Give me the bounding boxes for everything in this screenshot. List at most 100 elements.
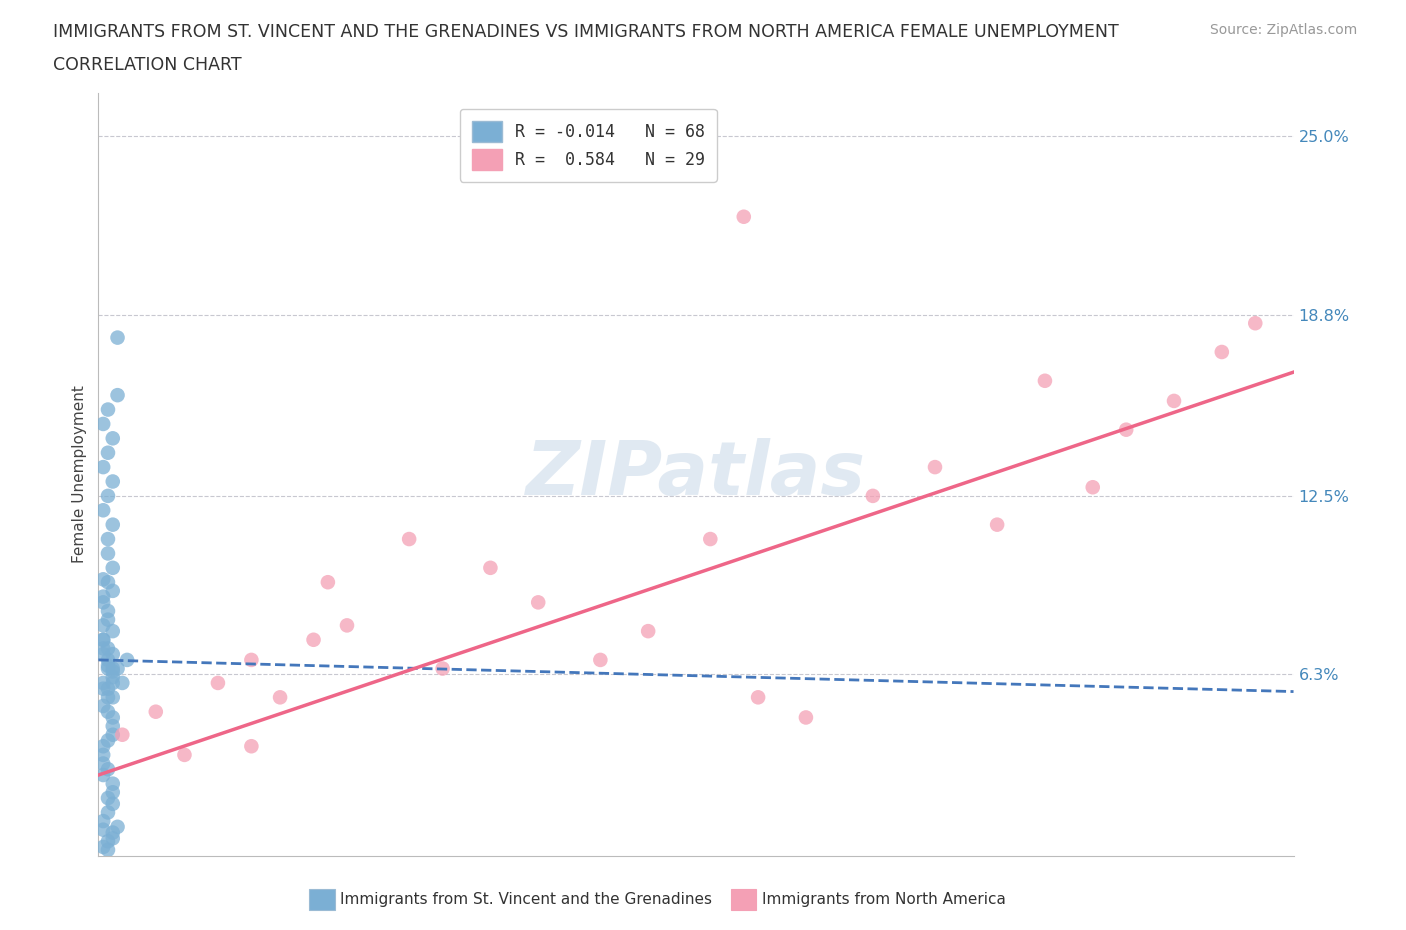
Text: Immigrants from North America: Immigrants from North America [762,892,1005,907]
Point [91,503,114,518]
Point [101,561,124,576]
Point [97,805,120,820]
Point [240,653,263,668]
Point [91,698,114,713]
Legend: R = -0.014   N = 68, R =  0.584   N = 29: R = -0.014 N = 68, R = 0.584 N = 29 [460,109,717,181]
Point [97,653,120,668]
Point [91,632,114,647]
Point [101,710,124,724]
Point [107,661,129,676]
Point [101,727,124,742]
Text: Source: ZipAtlas.com: Source: ZipAtlas.com [1209,23,1357,37]
Point [101,661,124,676]
Point [794,710,817,724]
Text: ZIPatlas: ZIPatlas [526,438,866,511]
Text: IMMIGRANTS FROM ST. VINCENT AND THE GRENADINES VS IMMIGRANTS FROM NORTH AMERICA : IMMIGRANTS FROM ST. VINCENT AND THE GREN… [53,23,1119,41]
Point [173,748,195,763]
Point [97,546,120,561]
Point [101,830,124,845]
Point [97,532,120,547]
Point [97,661,120,676]
Point [924,459,946,474]
Point [479,561,502,576]
Point [101,690,124,705]
Point [91,590,114,604]
Point [207,675,229,690]
Point [91,814,114,829]
Point [91,595,114,610]
Point [91,840,114,855]
Point [91,646,114,661]
Point [747,690,769,705]
Point [97,733,120,748]
Point [432,661,454,676]
Point [97,834,120,849]
Point [269,690,291,705]
Point [101,431,124,445]
Point [733,209,755,224]
Point [336,618,359,632]
Point [699,532,721,547]
Point [1033,373,1056,388]
Point [101,474,124,489]
Point [240,738,263,753]
Point [97,682,120,697]
Text: Immigrants from St. Vincent and the Grenadines: Immigrants from St. Vincent and the Gren… [340,892,713,907]
Point [91,682,114,697]
Point [97,575,120,590]
Point [97,658,120,673]
Point [91,632,114,647]
Point [97,488,120,503]
Point [91,618,114,632]
Point [101,825,124,840]
Point [302,632,325,647]
Point [101,583,124,598]
Point [91,767,114,782]
Point [101,517,124,532]
Point [1163,393,1185,408]
Point [97,790,120,805]
Point [145,704,167,719]
Point [97,843,120,857]
Point [97,704,120,719]
Point [589,653,612,668]
Point [91,748,114,763]
Text: CORRELATION CHART: CORRELATION CHART [53,56,242,73]
Point [1081,480,1104,495]
Point [101,785,124,800]
Point [97,604,120,618]
Point [101,719,124,734]
Point [91,756,114,771]
Point [91,417,114,432]
Point [1115,422,1137,437]
Point [637,624,659,639]
Point [107,819,129,834]
Point [107,330,129,345]
Point [111,675,134,690]
Point [101,796,124,811]
Point [316,575,339,590]
Point [97,641,120,656]
Point [91,822,114,837]
Point [97,402,120,417]
Point [91,459,114,474]
Point [97,445,120,460]
Point [101,664,124,679]
Point [115,653,138,668]
Point [527,595,550,610]
Point [101,670,124,684]
Point [97,690,120,705]
Point [1211,344,1233,359]
Point [97,612,120,627]
Point [101,646,124,661]
Point [91,572,114,587]
Point [107,388,129,403]
Point [986,517,1008,532]
Point [91,641,114,656]
Y-axis label: Female Unemployment: Female Unemployment [72,385,87,564]
Point [101,777,124,791]
Point [97,762,120,777]
Point [862,488,884,503]
Point [1244,316,1267,331]
Point [101,624,124,639]
